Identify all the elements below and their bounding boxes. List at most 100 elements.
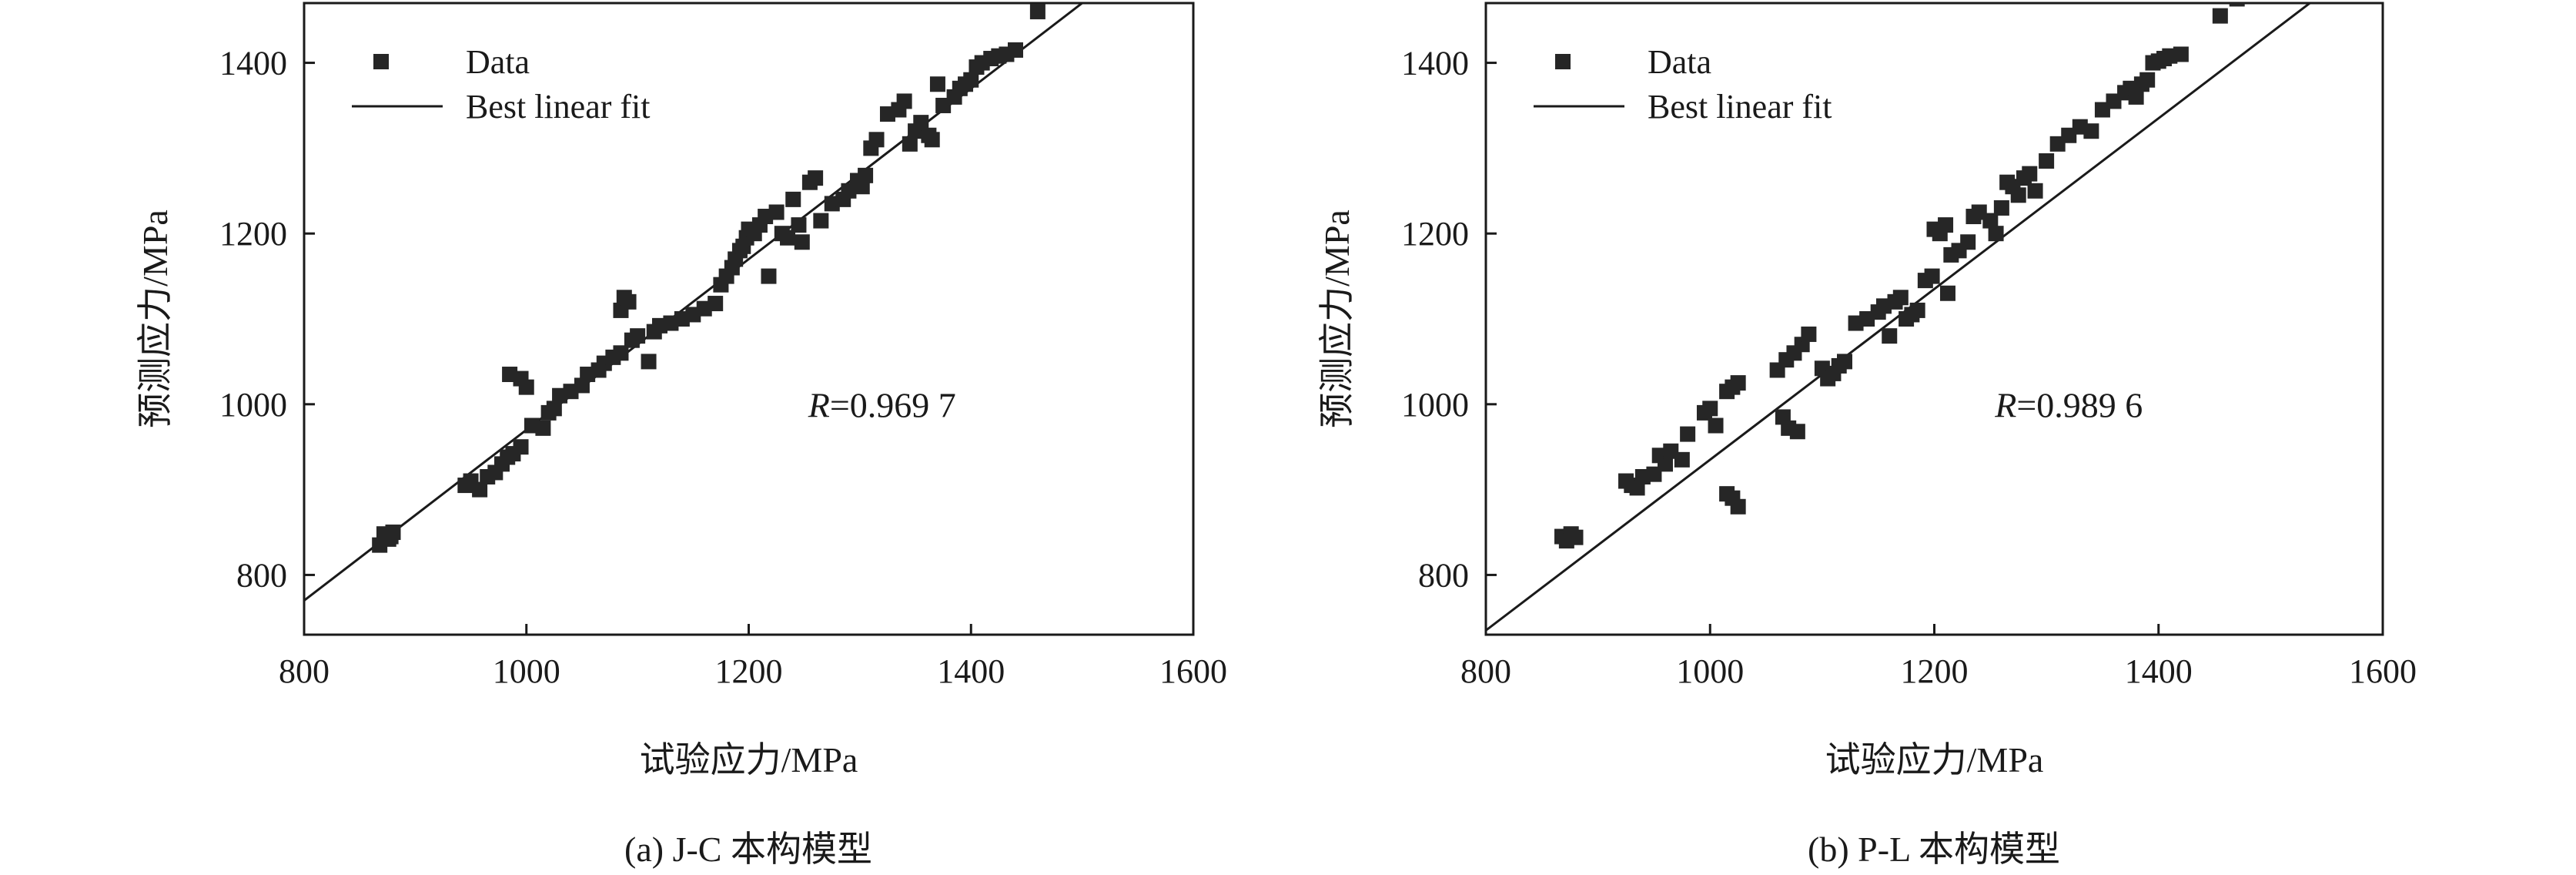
x-tick-label: 1000 xyxy=(1676,652,1744,690)
plot-frame xyxy=(1484,2,2384,636)
data-point xyxy=(1801,326,1817,342)
data-point xyxy=(1924,268,1940,284)
data-point xyxy=(794,234,810,250)
data-point xyxy=(1982,213,1999,229)
data-point xyxy=(1730,498,1746,515)
data-point xyxy=(621,293,637,310)
data-point xyxy=(768,204,785,220)
data-point xyxy=(535,420,551,436)
r-value: =0.969 7 xyxy=(830,385,956,424)
data-point xyxy=(1837,354,1852,370)
legend-data-marker xyxy=(373,54,389,69)
data-point xyxy=(858,167,874,183)
data-point xyxy=(2173,46,2189,62)
data-point xyxy=(1029,4,1045,20)
data-point xyxy=(1730,375,1746,391)
data-point xyxy=(1658,456,1673,472)
legend-fit-label: Best linear fit xyxy=(466,88,651,126)
x-tick-label: 1000 xyxy=(493,652,560,690)
r-symbol: R xyxy=(1994,385,2016,424)
y-tick-label: 1000 xyxy=(219,386,287,424)
data-point xyxy=(1008,42,1023,58)
data-point xyxy=(1789,424,1805,440)
y-tick-label: 800 xyxy=(236,556,287,594)
x-tick-label: 1400 xyxy=(937,652,1005,690)
y-tick-label: 1400 xyxy=(1401,45,1469,82)
data-point xyxy=(780,230,796,246)
data-point xyxy=(2039,153,2055,169)
data-point xyxy=(813,213,829,229)
y-tick-label: 1000 xyxy=(1401,386,1469,424)
legend-data-label: Data xyxy=(1648,43,1711,81)
y-axis-label: 预测应力/MPa xyxy=(1317,210,1357,428)
data-point xyxy=(2139,72,2156,88)
data-point xyxy=(2212,8,2228,24)
data-point xyxy=(902,136,918,152)
data-point xyxy=(2229,3,2245,7)
panel-jc: 800 1000 1200 1400 1600 800 1000 1200 1400 Data Be… xyxy=(135,2,1227,869)
panel-caption: (a) J-C 本构模型 xyxy=(624,830,872,869)
data-point xyxy=(924,132,940,148)
x-axis-label: 试验应力/MPa xyxy=(640,740,858,779)
data-points xyxy=(372,4,1045,553)
r-annotation: R=0.989 6 xyxy=(1994,385,2143,424)
data-point xyxy=(761,268,777,284)
data-point xyxy=(383,528,399,545)
data-point xyxy=(1567,529,1584,545)
data-point xyxy=(963,72,979,88)
data-point xyxy=(1993,199,2009,216)
data-point xyxy=(896,93,912,109)
data-point xyxy=(1938,217,1954,233)
x-axis-label: 试验应力/MPa xyxy=(1825,740,2044,779)
legend-data-marker xyxy=(1555,54,1571,69)
y-tick-label: 1400 xyxy=(219,45,287,82)
plot-frame xyxy=(303,2,1195,636)
x-tick-label: 1400 xyxy=(2125,652,2193,690)
data-point xyxy=(929,76,945,92)
x-tick-label: 800 xyxy=(279,652,330,690)
data-point xyxy=(1909,302,1925,318)
data-point xyxy=(913,115,929,131)
data-point xyxy=(1708,417,1724,434)
panel-caption: (b) P-L 本构模型 xyxy=(1808,830,2060,869)
data-point xyxy=(868,132,885,148)
data-point xyxy=(613,345,629,361)
best-fit-line xyxy=(304,3,1085,602)
legend-fit-label: Best linear fit xyxy=(1648,88,1832,126)
data-point xyxy=(1674,451,1690,468)
data-point xyxy=(708,296,724,312)
x-tick-label: 800 xyxy=(1460,652,1511,690)
data-point xyxy=(1939,285,1955,301)
r-annotation: R=0.969 7 xyxy=(808,385,956,424)
panel-pl: 800 1000 1200 1400 1600 800 1000 1200 1400 Data Be… xyxy=(1317,2,2417,869)
data-point xyxy=(2022,166,2038,182)
data-point xyxy=(808,170,824,186)
y-axis-label: 预测应力/MPa xyxy=(135,210,175,428)
data-point xyxy=(546,401,562,417)
x-tick-label: 1200 xyxy=(1901,652,1969,690)
data-point xyxy=(2010,187,2026,203)
data-point xyxy=(2128,89,2144,105)
data-point xyxy=(1892,290,1909,306)
data-point xyxy=(641,354,657,370)
data-point xyxy=(630,328,646,344)
data-point xyxy=(1680,426,1696,442)
data-point xyxy=(1882,328,1898,344)
data-point xyxy=(2027,183,2043,199)
y-tick-label: 1200 xyxy=(219,215,287,253)
data-point xyxy=(518,379,534,395)
data-point xyxy=(472,481,488,498)
data-points xyxy=(1554,3,2245,549)
data-point xyxy=(513,439,529,455)
legend-data-label: Data xyxy=(466,43,530,81)
x-tick-label: 1200 xyxy=(715,652,783,690)
data-point xyxy=(785,191,801,207)
r-symbol: R xyxy=(808,385,830,424)
x-tick-label: 1600 xyxy=(2349,652,2417,690)
data-point xyxy=(2083,123,2099,139)
data-point xyxy=(791,217,807,233)
x-tick-label: 1600 xyxy=(1159,652,1227,690)
data-point xyxy=(1702,401,1718,417)
data-point xyxy=(1960,234,1976,250)
